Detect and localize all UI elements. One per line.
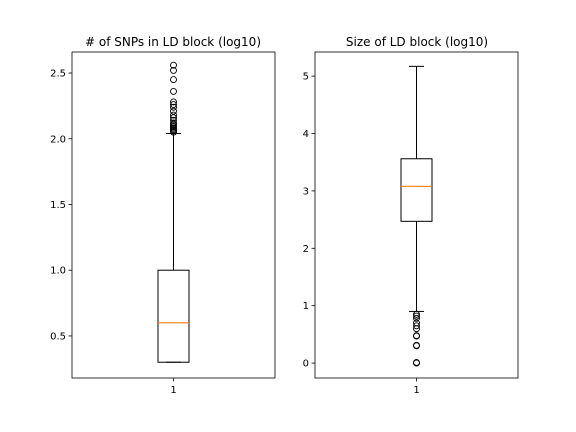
x-tick-label: 1 [413, 385, 419, 396]
outlier-point [170, 66, 177, 74]
outlier-point [170, 107, 177, 115]
outlier-point [170, 87, 177, 95]
chart-title: # of SNPs in LD block (log10) [85, 35, 261, 49]
y-tick-label: 1.0 [50, 266, 66, 277]
outlier-point [170, 111, 177, 119]
y-tick-label: 5 [303, 72, 309, 83]
x-tick-label: 1 [170, 385, 176, 396]
snp-count-boxplot-panel: # of SNPs in LD block (log10) 0.5 1.0 1.5 2… [50, 35, 276, 396]
outlier-point [413, 341, 420, 349]
y-tick-label: 2.0 [50, 134, 66, 145]
outlier-point [170, 116, 177, 124]
outlier-point [413, 322, 420, 330]
outlier-point [170, 114, 177, 122]
outlier-point [413, 359, 420, 366]
chart-title: Size of LD block (log10) [346, 35, 488, 49]
block-size-boxplot-panel: Size of LD block (log10) 0 1 2 3 4 5 1 [303, 35, 519, 396]
outlier-point [170, 103, 177, 111]
y-tick-label: 4 [303, 129, 309, 140]
outlier-point [413, 319, 420, 327]
iqr-box [400, 158, 433, 222]
y-tick-label: 0 [303, 359, 309, 370]
y-tick-label: 1.5 [50, 200, 66, 211]
outlier-point [170, 61, 177, 69]
y-tick-label: 1 [303, 301, 309, 312]
outlier-point [170, 101, 177, 109]
outlier-point [413, 314, 420, 322]
outlier-point [413, 312, 420, 320]
outlier-point [170, 98, 177, 106]
outlier-point [413, 310, 420, 318]
y-tick-label: 2 [303, 244, 309, 255]
iqr-box [157, 269, 190, 363]
y-tick-label: 2.5 [50, 69, 66, 80]
outlier-point [170, 119, 177, 127]
outlier-point [413, 332, 420, 339]
y-tick-label: 0.5 [50, 331, 66, 342]
y-tick-label: 3 [303, 186, 309, 197]
outlier-point [170, 76, 177, 84]
